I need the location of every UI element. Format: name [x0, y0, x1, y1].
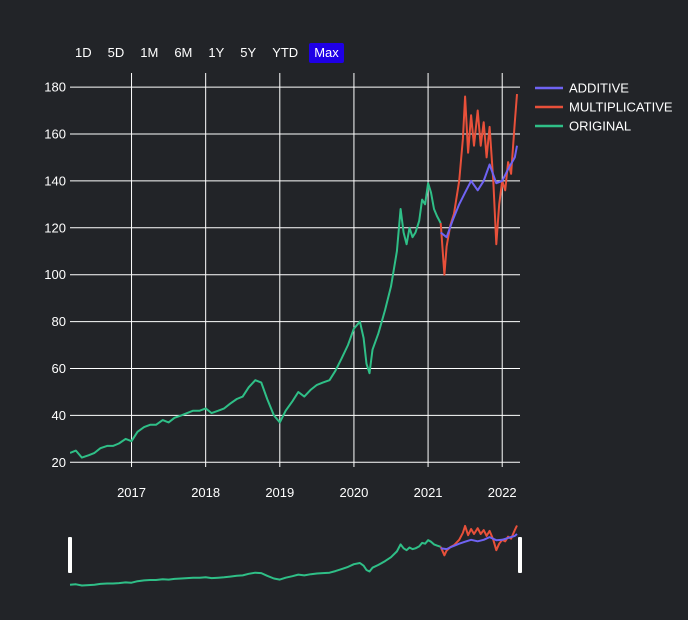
y-tick-label: 20 — [52, 455, 66, 470]
range-slider-handle-right[interactable] — [518, 537, 522, 573]
series-line-multiplicative — [439, 94, 518, 276]
range-button-6m[interactable]: 6M — [174, 45, 193, 60]
x-tick-label: 2017 — [117, 485, 146, 500]
range-slider-handle-left[interactable] — [68, 537, 72, 573]
range-slider — [68, 524, 522, 587]
y-tick-label: 60 — [52, 361, 66, 376]
y-tick-label: 140 — [44, 173, 66, 188]
y-tick-label: 100 — [44, 267, 66, 282]
legend: ADDITIVE MULTIPLICATIVE ORIGINAL — [535, 81, 673, 134]
grid-lines — [70, 73, 520, 467]
x-tick-label: 2022 — [488, 485, 517, 500]
range-button-ytd[interactable]: YTD — [272, 45, 299, 60]
series-line-original — [70, 182, 442, 459]
x-tick-label: 2019 — [265, 485, 294, 500]
y-tick-label: 120 — [44, 220, 66, 235]
x-tick-label: 2021 — [414, 485, 443, 500]
y-tick-label: 40 — [52, 408, 66, 423]
range-slider-line-additive — [440, 533, 518, 551]
legend-label-original: ORIGINAL — [569, 119, 631, 134]
x-tick-label: 2020 — [339, 485, 368, 500]
range-button-1d[interactable]: 1D — [75, 45, 92, 60]
legend-label-multiplicative: MULTIPLICATIVE — [569, 100, 673, 115]
range-button-1m[interactable]: 1M — [140, 45, 159, 60]
range-selector: 1D 5D 1M 6M 1Y 5Y YTD Max — [70, 43, 350, 63]
range-slider-line-original — [69, 539, 442, 587]
x-tick-label: 2018 — [191, 485, 220, 500]
series-line-additive — [440, 145, 518, 239]
range-button-5y[interactable]: 5Y — [240, 45, 257, 60]
range-button-max[interactable]: Max — [309, 43, 344, 63]
y-tick-label: 180 — [44, 80, 66, 95]
series-lines — [70, 94, 518, 459]
y-tick-labels: 20 40 60 80 100 120 140 160 180 — [44, 80, 66, 470]
range-button-1y[interactable]: 1Y — [208, 45, 225, 60]
legend-label-additive: ADDITIVE — [569, 81, 629, 96]
range-button-5d[interactable]: 5D — [107, 45, 125, 60]
y-tick-label: 80 — [52, 314, 66, 329]
y-tick-label: 160 — [44, 126, 66, 141]
x-tick-labels: 2017 2018 2019 2020 2021 2022 — [117, 485, 517, 500]
